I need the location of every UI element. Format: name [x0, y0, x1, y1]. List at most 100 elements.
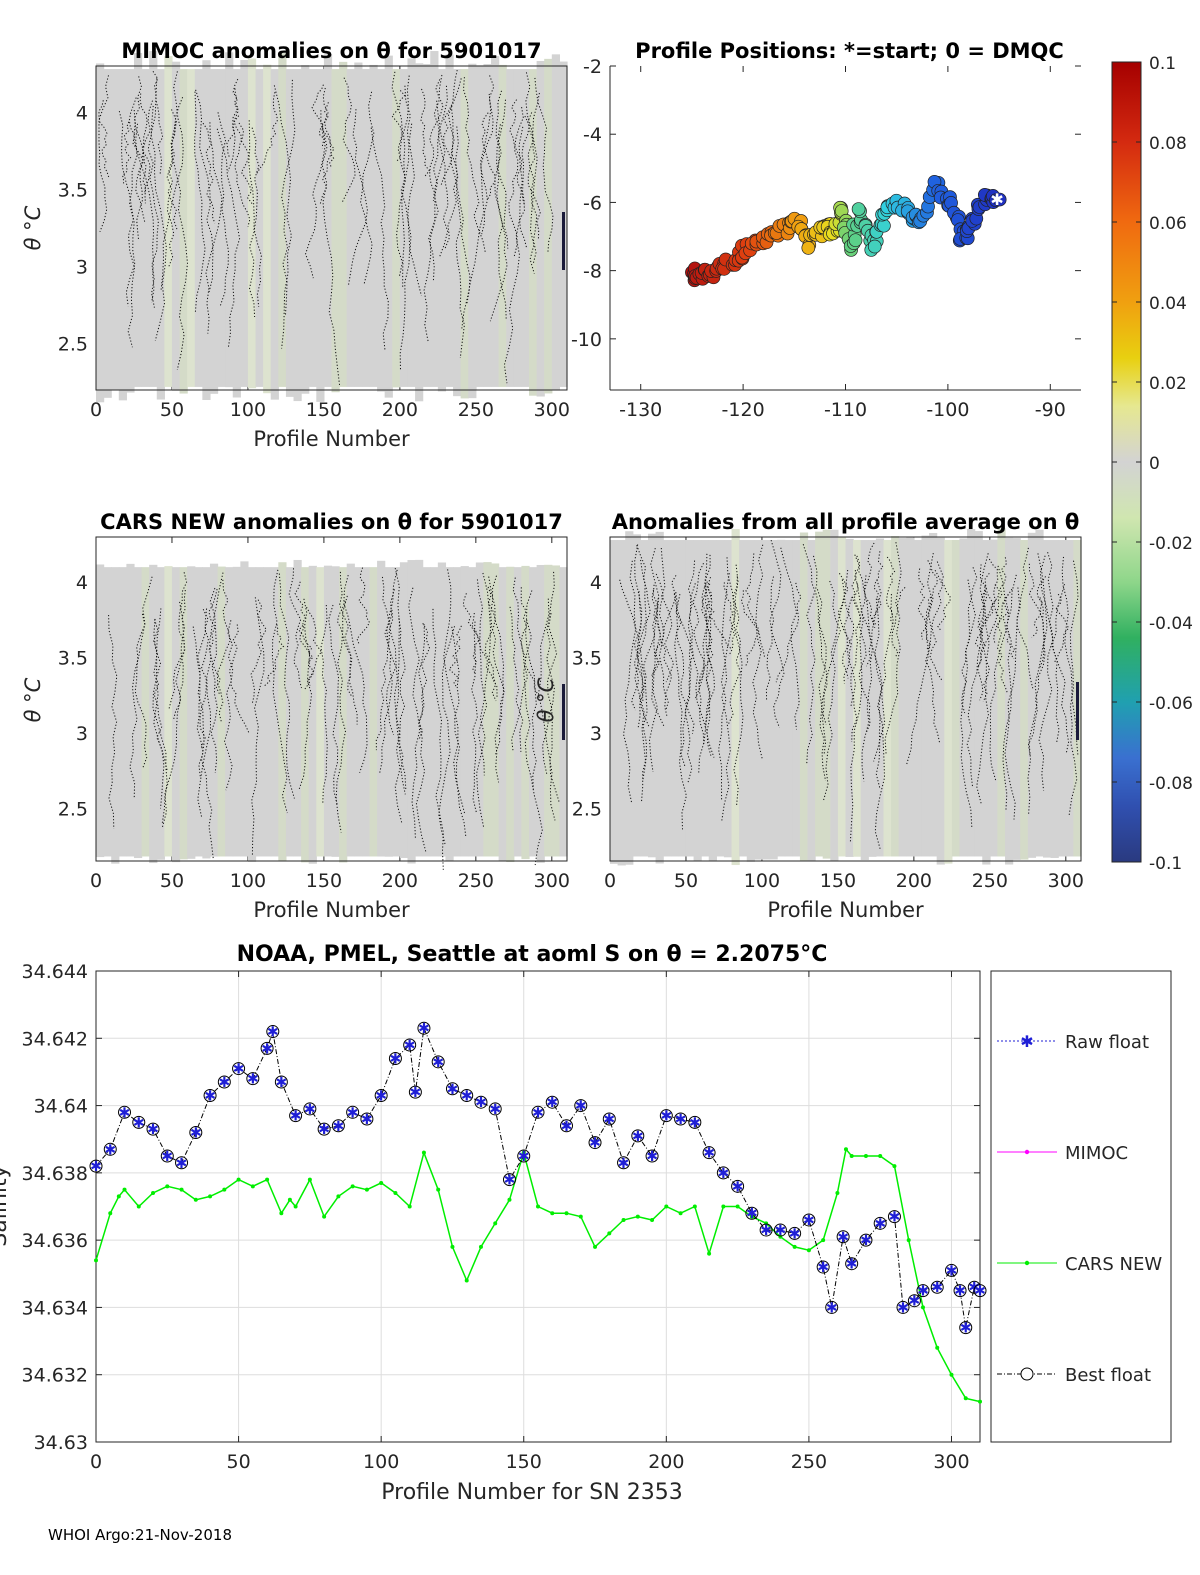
- contour-line: [195, 89, 214, 293]
- cars-new-point: [236, 1177, 241, 1182]
- anomaly-cell: [678, 540, 687, 857]
- cars-new-point: [607, 1231, 612, 1236]
- anomaly-cell: [263, 567, 272, 857]
- anomaly-cell: [754, 540, 763, 860]
- contour-line: [133, 109, 155, 303]
- series-cars-new: [94, 1147, 982, 1404]
- x-tick-label: -100: [926, 399, 969, 421]
- contour-line: [740, 590, 759, 667]
- contour-line: [527, 92, 540, 265]
- anomaly-field: [610, 528, 1082, 866]
- anomaly-cell: [377, 69, 386, 392]
- raw-float-point: ✱: [410, 1085, 422, 1101]
- raw-float-point: ✱: [789, 1226, 801, 1242]
- cars-new-point: [379, 1180, 384, 1185]
- raw-float-point: ✱: [90, 1159, 102, 1175]
- best-float-point: [825, 1300, 839, 1314]
- best-float-point: [445, 1082, 459, 1096]
- raw-float-point: ✱: [518, 1149, 530, 1165]
- contour-line: [745, 553, 766, 658]
- contour-line: [802, 544, 827, 725]
- anomaly-cell: [141, 567, 150, 857]
- anomaly-cell: [1065, 540, 1075, 857]
- cars-new-point: [507, 1197, 512, 1202]
- y-tick-label: 3.5: [58, 179, 88, 201]
- x-tick-label: 150: [306, 870, 342, 892]
- contour-line: [255, 92, 278, 175]
- contour-line: [1027, 597, 1046, 756]
- cars-new-point: [122, 1187, 127, 1192]
- x-axis-label: Profile Number: [253, 898, 410, 922]
- best-float-point: [317, 1122, 331, 1136]
- anomaly-cell: [536, 60, 545, 397]
- anomaly-cell: [278, 562, 287, 862]
- legend-marker-cars: [1024, 1260, 1030, 1266]
- contour-line: [152, 618, 168, 828]
- anomaly-cell: [339, 567, 348, 863]
- profile-position-point: [851, 202, 866, 216]
- anomaly-cell: [270, 567, 279, 857]
- raw-float-point: ✱: [575, 1099, 587, 1115]
- anomaly-cell: [361, 69, 371, 387]
- contour-line: [660, 547, 675, 683]
- raw-float-point: ✱: [646, 1149, 658, 1165]
- raw-float-point: ✱: [347, 1105, 359, 1121]
- raw-float-point: ✱: [318, 1122, 330, 1138]
- anomaly-cell: [232, 566, 241, 857]
- best-float-point: [331, 1119, 345, 1133]
- anomaly-cell: [308, 69, 317, 387]
- contour-line: [398, 618, 406, 795]
- y-tick-label: 3.5: [572, 648, 602, 670]
- contour-line: [884, 542, 902, 755]
- profile-position-point: [992, 192, 1007, 207]
- best-float-point: [759, 1223, 773, 1237]
- best-float-point: [816, 1260, 830, 1274]
- anomaly-field: [96, 51, 568, 403]
- contour-line: [336, 600, 353, 697]
- contour-line: [638, 584, 659, 728]
- anomaly-cell: [716, 540, 725, 857]
- x-tick-label: 50: [226, 1451, 250, 1473]
- contour-line: [127, 123, 138, 348]
- anomaly-cell: [331, 69, 340, 393]
- contour-line: [433, 74, 449, 258]
- anomaly-cell: [202, 567, 211, 859]
- raw-float-point: ✱: [660, 1109, 672, 1125]
- raw-float-point: ✱: [689, 1115, 701, 1131]
- contour-line: [450, 106, 471, 305]
- contour-line: [281, 79, 296, 315]
- y-tick-label: 2.5: [572, 798, 602, 820]
- contour-line: [448, 625, 462, 687]
- raw-float-point: ✱: [404, 1038, 416, 1054]
- anomaly-cell: [513, 567, 523, 857]
- raw-float-point: ✱: [717, 1166, 729, 1182]
- anomaly-cell: [164, 56, 173, 387]
- y-tick-label: 34.63: [34, 1432, 88, 1454]
- best-float-point: [545, 1095, 559, 1109]
- contour-line: [977, 590, 988, 701]
- contour-line: [209, 587, 218, 773]
- x-tick-label: 300: [1048, 870, 1084, 892]
- anomaly-cell: [529, 69, 538, 396]
- anomaly-cell: [625, 531, 634, 865]
- anomaly-cell: [1020, 540, 1029, 860]
- cars-new-point: [450, 1244, 455, 1249]
- cars-new-point: [550, 1211, 555, 1216]
- anomaly-cell: [883, 540, 892, 857]
- x-tick-label: 150: [506, 1451, 542, 1473]
- contour-line: [438, 626, 455, 847]
- best-float-point: [802, 1213, 816, 1227]
- contour-line: [319, 87, 332, 204]
- anomaly-cell: [701, 540, 710, 857]
- best-float-point: [408, 1085, 422, 1099]
- anomaly-cell: [853, 539, 862, 857]
- anomaly-cell: [799, 532, 809, 861]
- x-tick-label: -130: [619, 399, 662, 421]
- cars-new-point: [307, 1177, 312, 1182]
- colorbar-tick-label: -0.1: [1149, 854, 1182, 874]
- cars-new-point: [692, 1204, 697, 1209]
- cars-new-point: [821, 1238, 826, 1243]
- anomaly-cell: [693, 540, 702, 861]
- x-tick-label: 100: [230, 870, 266, 892]
- anomaly-cell: [663, 540, 672, 857]
